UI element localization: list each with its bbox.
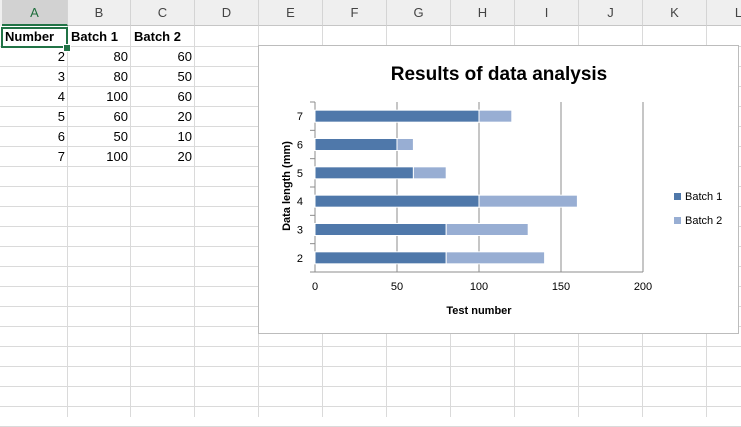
data-cell[interactable]: 6: [57, 129, 65, 144]
data-cell[interactable]: 20: [177, 109, 192, 124]
bar-batch-1: [314, 138, 398, 151]
data-cell[interactable]: 80: [113, 49, 128, 64]
column-header-a[interactable]: A: [2, 0, 68, 26]
fill-handle[interactable]: [63, 44, 71, 52]
legend-swatch: [674, 193, 681, 200]
column-header-l[interactable]: L: [707, 0, 741, 26]
legend-label: Batch 1: [685, 191, 722, 203]
legend-label: Batch 2: [685, 215, 722, 227]
column-gridline: [67, 26, 68, 417]
y-tick-label: 2: [297, 253, 303, 265]
bar-batch-2: [412, 166, 447, 180]
legend-swatch: [674, 217, 681, 224]
header-cell[interactable]: Batch 1: [71, 29, 118, 44]
x-tick-label: 150: [552, 281, 570, 293]
chart-title: Results of data analysis: [391, 64, 607, 85]
column-header-i[interactable]: I: [515, 0, 579, 26]
plot-area: 0 50 100 150 200 2 3 4 5 6 7: [297, 101, 652, 293]
bar-batch-1: [314, 223, 447, 236]
header-cell[interactable]: Batch 2: [134, 29, 181, 44]
chart-legend: Batch 1 Batch 2: [674, 191, 722, 227]
x-tick-label: 100: [470, 281, 488, 293]
data-cell[interactable]: 7: [57, 149, 65, 164]
data-cell[interactable]: 5: [57, 109, 65, 124]
column-gridline: [194, 26, 195, 417]
bar-batch-1: [314, 194, 480, 208]
data-cell[interactable]: 60: [113, 109, 128, 124]
row-gridline: [0, 386, 741, 387]
data-cell[interactable]: 60: [177, 49, 192, 64]
y-tick-label: 3: [297, 225, 303, 237]
x-axis-title: Test number: [446, 305, 512, 317]
data-cell[interactable]: 50: [113, 129, 128, 144]
y-tick-label: 7: [297, 111, 303, 123]
data-cell[interactable]: 4: [57, 89, 65, 104]
data-cell[interactable]: 100: [106, 89, 128, 104]
data-cell[interactable]: 2: [57, 49, 65, 64]
header-cell[interactable]: Number: [5, 29, 55, 44]
column-header-h[interactable]: H: [451, 0, 515, 26]
column-header-d[interactable]: D: [195, 0, 259, 26]
bar-batch-2: [445, 223, 529, 236]
bar-batch-2: [478, 194, 578, 208]
data-cell[interactable]: 80: [113, 69, 128, 84]
column-header-e[interactable]: E: [259, 0, 323, 26]
column-header-b[interactable]: B: [68, 0, 131, 26]
column-header-g[interactable]: G: [387, 0, 451, 26]
select-all-corner[interactable]: [0, 0, 2, 26]
chart-object[interactable]: Results of data analysis Test number Dat…: [258, 45, 739, 334]
row-gridline: [0, 406, 741, 407]
data-cell[interactable]: 3: [57, 69, 65, 84]
bar-batch-1: [314, 109, 480, 123]
data-cell[interactable]: 100: [106, 149, 128, 164]
column-header-j[interactable]: J: [579, 0, 643, 26]
bar-batch-2: [445, 251, 546, 265]
column-header-f[interactable]: F: [323, 0, 387, 26]
y-tick-label: 4: [297, 196, 303, 208]
row-gridline: [0, 346, 741, 347]
column-header-c[interactable]: C: [131, 0, 195, 26]
data-cell[interactable]: 50: [177, 69, 192, 84]
bar-chart: Results of data analysis Test number Dat…: [281, 64, 722, 317]
x-tick-label: 0: [312, 281, 318, 293]
y-tick-label: 6: [297, 140, 303, 152]
data-cell[interactable]: 20: [177, 149, 192, 164]
x-tick-label: 200: [634, 281, 652, 293]
x-tick-label: 50: [391, 281, 403, 293]
bar-batch-1: [314, 251, 447, 265]
column-gridline: [130, 26, 131, 417]
y-axis-title: Data length (mm): [281, 141, 293, 231]
bar-batch-1: [314, 166, 414, 180]
column-header-k[interactable]: K: [643, 0, 707, 26]
bar-batch-2: [478, 109, 513, 123]
data-cell[interactable]: 10: [177, 129, 192, 144]
active-cell-border: [1, 27, 68, 48]
data-cell[interactable]: 60: [177, 89, 192, 104]
bar-batch-2: [396, 138, 414, 151]
y-tick-label: 5: [297, 168, 303, 180]
row-gridline: [0, 366, 741, 367]
